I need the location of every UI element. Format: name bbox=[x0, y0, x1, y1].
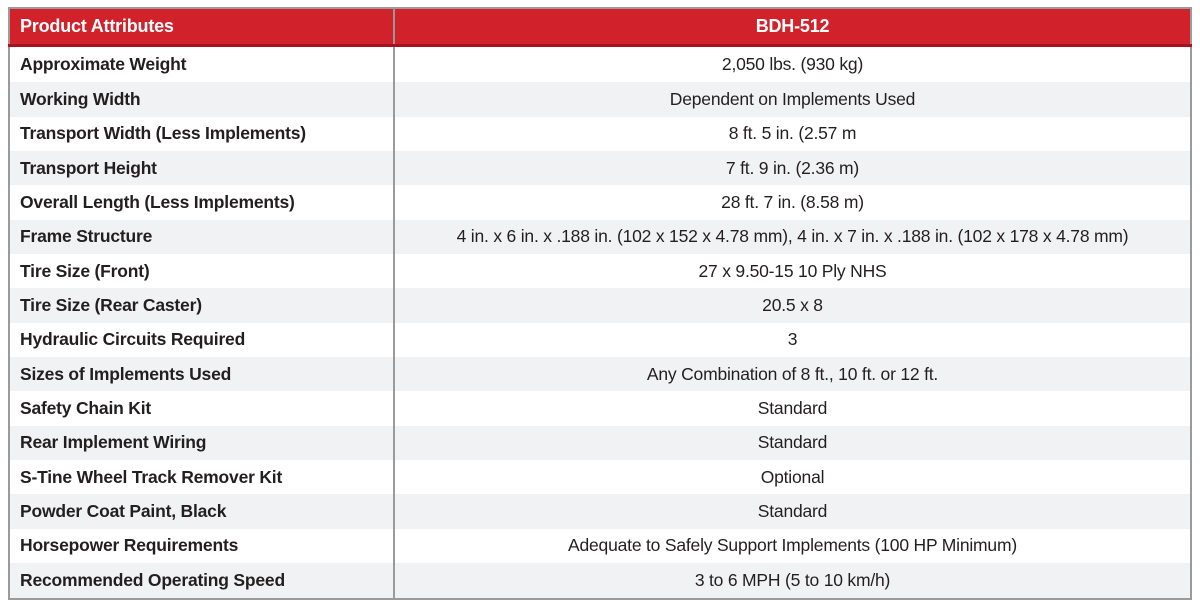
value-cell: 2,050 lbs. (930 kg) bbox=[393, 45, 1191, 83]
value-cell: Standard bbox=[393, 425, 1191, 460]
table-row: S-Tine Wheel Track Remover Kit Optional bbox=[9, 459, 1191, 495]
value-cell: 20.5 x 8 bbox=[393, 288, 1191, 323]
value-cell: Optional bbox=[393, 459, 1191, 495]
attribute-cell: Approximate Weight bbox=[20, 54, 187, 75]
table-row: Transport Width (Less Implements) 8 ft. 5… bbox=[9, 116, 1191, 151]
table-row: Transport Height 7 ft. 9 in. (2.36 m) bbox=[9, 150, 1191, 186]
table-row: Horsepower Requirements Adequate to Safel… bbox=[9, 528, 1191, 563]
product-spec-table: Product Attributes BDH-512 Approximate W… bbox=[8, 7, 1192, 600]
value-cell: Dependent on Implements Used bbox=[393, 82, 1191, 117]
value-cell: Standard bbox=[393, 494, 1191, 529]
value-cell: Adequate to Safely Support Implements (1… bbox=[393, 528, 1191, 563]
table-row: Recommended Operating Speed 3 to 6 MPH (5… bbox=[9, 562, 1191, 599]
attribute-cell: Tire Size (Rear Caster) bbox=[20, 294, 202, 315]
attribute-cell: Tire Size (Front) bbox=[20, 260, 150, 281]
attribute-cell: Sizes of Implements Used bbox=[20, 363, 232, 384]
value-cell: 8 ft. 5 in. (2.57 m bbox=[393, 116, 1191, 151]
value-cell: 4 in. x 6 in. x .188 in. (102 x 152 x 4.… bbox=[393, 219, 1191, 254]
value-cell: 27 x 9.50-15 10 Ply NHS bbox=[393, 253, 1191, 289]
value-cell: Any Combination of 8 ft., 10 ft. or 12 f… bbox=[393, 356, 1191, 392]
value-cell: 28 ft. 7 in. (8.58 m) bbox=[393, 185, 1191, 220]
value-cell: 3 bbox=[393, 322, 1191, 357]
table-row: Rear Implement Wiring Standard bbox=[9, 425, 1191, 460]
table-row: Approximate Weight 2,050 lbs. (930 kg) bbox=[9, 45, 1191, 83]
value-cell: 3 to 6 MPH (5 to 10 km/h) bbox=[393, 562, 1191, 599]
value-cell: 7 ft. 9 in. (2.36 m) bbox=[393, 150, 1191, 186]
attribute-cell: Hydraulic Circuits Required bbox=[20, 329, 246, 350]
attribute-cell: Horsepower Requirements bbox=[20, 535, 239, 556]
attribute-cell: S-Tine Wheel Track Remover Kit bbox=[20, 466, 283, 487]
attribute-cell: Frame Structure bbox=[20, 226, 153, 247]
table-row: Powder Coat Paint, Black Standard bbox=[9, 494, 1191, 529]
attribute-cell: Powder Coat Paint, Black bbox=[20, 500, 227, 521]
table-row: Sizes of Implements Used Any Combination … bbox=[9, 356, 1191, 392]
attribute-cell: Working Width bbox=[20, 88, 141, 109]
attribute-column-header: Product Attributes bbox=[9, 8, 394, 47]
attribute-cell: Overall Length (Less Implements) bbox=[20, 191, 295, 212]
table-row: Working Width Dependent on Implements Use… bbox=[9, 82, 1191, 117]
table-row: Hydraulic Circuits Required 3 bbox=[9, 322, 1191, 357]
table-row: Tire Size (Front) 27 x 9.50-15 10 Ply NHS bbox=[9, 253, 1191, 289]
model-column-header: BDH-512 bbox=[393, 8, 1191, 47]
attribute-cell: Transport Width (Less Implements) bbox=[20, 123, 306, 144]
attribute-cell: Recommended Operating Speed bbox=[20, 569, 285, 590]
table-header-row: Product Attributes BDH-512 bbox=[9, 8, 1191, 47]
table-row: Frame Structure 4 in. x 6 in. x .188 in. … bbox=[9, 219, 1191, 254]
value-cell: Standard bbox=[393, 391, 1191, 426]
table-row: Safety Chain Kit Standard bbox=[9, 391, 1191, 426]
attribute-cell: Rear Implement Wiring bbox=[20, 432, 207, 453]
table-row: Overall Length (Less Implements) 28 ft. 7… bbox=[9, 185, 1191, 220]
attribute-cell: Transport Height bbox=[20, 157, 157, 178]
table-header: Product Attributes BDH-512 bbox=[9, 8, 1191, 47]
attribute-cell: Safety Chain Kit bbox=[20, 397, 151, 418]
table-row: Tire Size (Rear Caster) 20.5 x 8 bbox=[9, 288, 1191, 323]
table-body: Approximate Weight 2,050 lbs. (930 kg) Wor… bbox=[9, 45, 1191, 599]
